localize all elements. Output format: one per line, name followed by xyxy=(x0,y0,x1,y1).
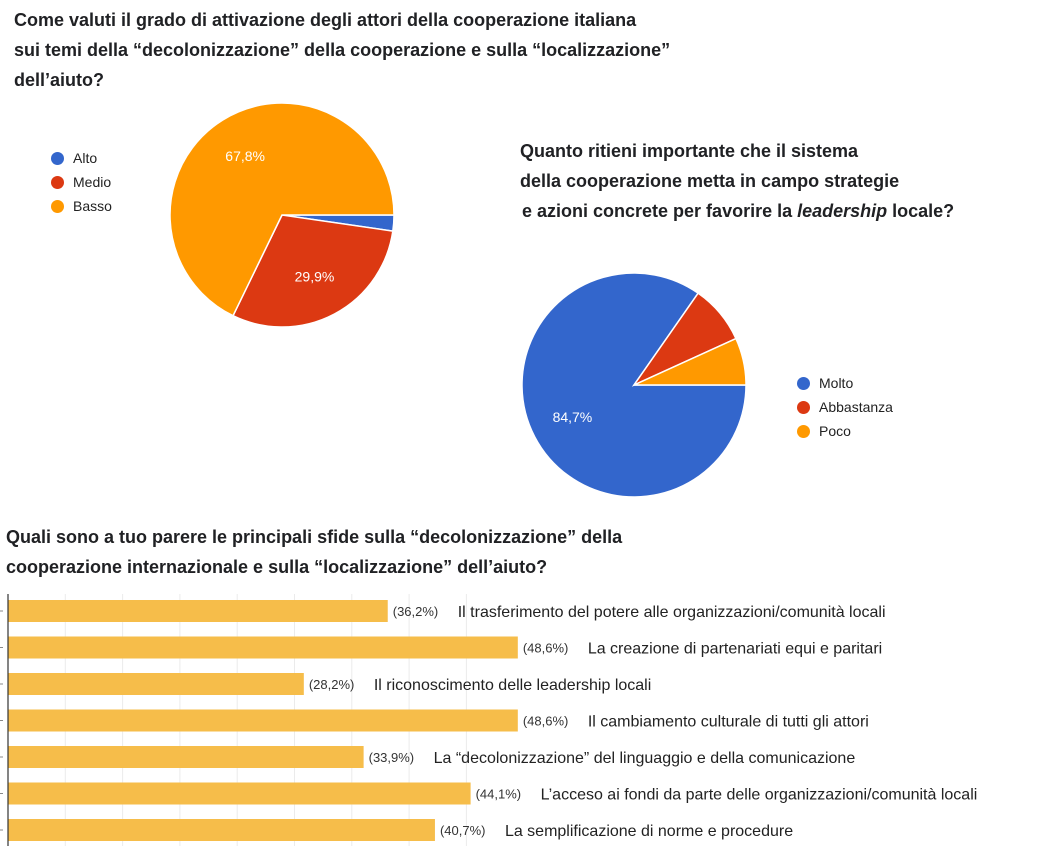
bar-title: Quali sono a tuo parere le principali sf… xyxy=(6,522,622,582)
bar-category-label: Il trasferimento del potere alle organiz… xyxy=(458,604,886,621)
legend-item: Abbastanza xyxy=(797,395,893,419)
bar xyxy=(8,673,304,695)
legend-swatch xyxy=(797,424,810,438)
legend-swatch xyxy=(51,151,64,165)
pie-data-label: 84,7% xyxy=(553,409,593,425)
bar-value-label: (36,2%) xyxy=(393,604,439,619)
bar-category-label: La semplificazione di norme e procedure xyxy=(505,823,793,840)
pie2-title-line: e azioni concrete per favorire la leader… xyxy=(520,196,954,226)
title-text: e azioni concrete per favorire la xyxy=(522,201,798,221)
bar-category-label: Il cambiamento culturale di tutti gli at… xyxy=(588,714,869,731)
pie1-title: Come valuti il grado di attivazione degl… xyxy=(14,5,670,95)
bar-value-label: (44,1%) xyxy=(476,787,522,802)
pie-data-label: 29,9% xyxy=(295,268,335,284)
bar xyxy=(8,819,435,841)
bar-value-label: (33,9%) xyxy=(369,750,415,765)
bar-value-label: (40,7%) xyxy=(440,823,486,838)
bar-title-line: cooperazione internazionale e sulla “loc… xyxy=(6,557,548,577)
bar xyxy=(8,782,471,805)
bar xyxy=(8,746,364,768)
legend-swatch xyxy=(51,175,64,189)
bar xyxy=(8,600,388,622)
legend-label: Poco xyxy=(819,423,851,439)
legend-item: Molto xyxy=(797,371,893,395)
pie2-legend: Molto Abbastanza Poco xyxy=(797,371,893,443)
pie1-title-line: dell’aiuto? xyxy=(14,70,104,90)
pie-slice-poco xyxy=(633,337,747,386)
legend-swatch xyxy=(797,376,810,390)
pie2-title-line: della cooperazione metta in campo strate… xyxy=(520,171,900,191)
bar-category-label: L’acceso ai fondi da parte delle organiz… xyxy=(541,787,978,804)
pie-data-label: 67,8% xyxy=(225,148,265,164)
legend-label: Abbastanza xyxy=(819,399,893,415)
bar xyxy=(8,709,518,732)
legend-label: Medio xyxy=(73,174,112,190)
bar-category-label: La “decolonizzazione” del linguaggio e d… xyxy=(434,750,856,767)
bar-value-label: (28,2%) xyxy=(309,677,355,692)
bar-value-label: (48,6%) xyxy=(523,714,569,729)
bar-title-line: Quali sono a tuo parere le principali sf… xyxy=(6,527,623,547)
bar-category-label: Il riconoscimento delle leadership local… xyxy=(374,677,651,694)
pie1-legend: Alto Medio Basso xyxy=(51,146,112,218)
bar xyxy=(8,636,518,659)
pie1-title-line: Come valuti il grado di attivazione degl… xyxy=(14,10,637,30)
legend-label: Molto xyxy=(819,375,854,391)
legend-swatch xyxy=(51,199,64,213)
title-emphasis: leadership xyxy=(797,201,888,221)
pie-slice-basso xyxy=(169,102,395,317)
bar-value-label: (48,6%) xyxy=(523,641,569,656)
title-text: locale? xyxy=(887,201,955,221)
legend-item: Basso xyxy=(51,194,112,218)
legend-swatch xyxy=(797,400,810,414)
legend-label: Basso xyxy=(73,198,112,214)
legend-item: Poco xyxy=(797,419,893,443)
pie-slice-medio xyxy=(232,214,394,328)
legend-label: Alto xyxy=(73,150,98,166)
pie2-title: Quanto ritieni importante che il sistema… xyxy=(520,136,954,226)
legend-item: Medio xyxy=(51,170,112,194)
pie1-title-line: sui temi della “decolonizzazione” della … xyxy=(14,40,671,60)
legend-item: Alto xyxy=(51,146,112,170)
pie2-title-line: Quanto ritieni importante che il sistema xyxy=(520,141,859,161)
bar-category-label: La creazione di partenariati equi e pari… xyxy=(588,641,882,658)
